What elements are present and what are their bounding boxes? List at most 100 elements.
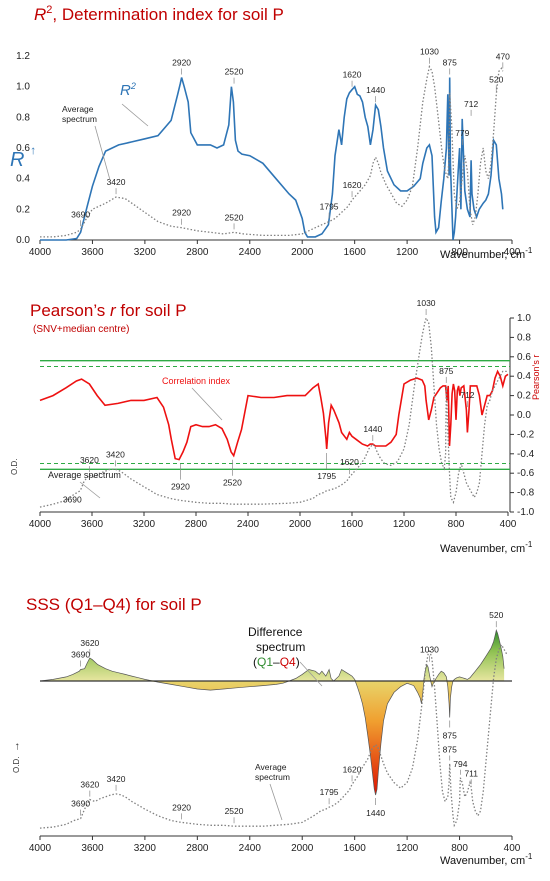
panel-pearson-axes: 4000 3600 3200 2800 2400 2000 1600 1200 800 400 1.… bbox=[29, 313, 535, 530]
panel-pearson-title: Pearson’s r for soil P bbox=[30, 301, 187, 320]
panel-pearson-ylabel-right: Pearson’s r bbox=[531, 355, 541, 400]
x-tick-label: 3600 bbox=[81, 519, 104, 530]
peak-label: 3690 bbox=[63, 495, 82, 505]
diff-label-leader bbox=[299, 661, 323, 687]
peak-label: 875 bbox=[443, 745, 457, 755]
x-tick-label: 800 bbox=[448, 519, 465, 530]
x-tick-label: 3200 bbox=[134, 843, 157, 854]
panel-sss-annotations: 3690 3620 1030 520 1440 875 3690 3620 3420 2920 25… bbox=[71, 610, 504, 824]
series-avg bbox=[39, 316, 508, 508]
x-tick-label: 400 bbox=[500, 519, 517, 530]
y-tick-label: 0.6 bbox=[16, 143, 30, 154]
peak-label: 2520 bbox=[225, 67, 244, 77]
peak-label: 2520 bbox=[225, 212, 244, 222]
y-tick-label: -0.4 bbox=[517, 449, 535, 460]
y-tick-label: 0.0 bbox=[517, 410, 531, 421]
x-tick-label: 400 bbox=[504, 843, 521, 854]
peak-label: 3620 bbox=[80, 455, 99, 465]
panel-pearson-series bbox=[39, 316, 509, 508]
diff-label-line3: (Q1–Q4) bbox=[253, 655, 300, 669]
sss-avg-label-line2: spectrum bbox=[255, 772, 290, 782]
diff-label-line2: spectrum bbox=[256, 640, 305, 654]
x-tick-label: 800 bbox=[451, 247, 468, 258]
series-diff bbox=[39, 629, 505, 796]
correlation-index-leader bbox=[191, 387, 223, 421]
avg-label-leader bbox=[94, 125, 111, 181]
panel-sss-title: SSS (Q1–Q4) for soil P bbox=[26, 595, 202, 614]
peak-label: 3420 bbox=[107, 774, 126, 784]
peak-label: 3690 bbox=[71, 209, 90, 219]
series-r bbox=[39, 369, 509, 461]
peak-label: 2920 bbox=[172, 802, 191, 812]
x-tick-label: 4000 bbox=[29, 519, 52, 530]
peak-label: 3420 bbox=[106, 449, 125, 459]
avg-label-line1: Average bbox=[62, 104, 94, 114]
peak-label: 2920 bbox=[172, 208, 191, 218]
x-tick-label: 4000 bbox=[29, 843, 52, 854]
y-tick-label: 0.8 bbox=[16, 112, 30, 123]
series-avg bbox=[40, 64, 504, 238]
peak-label: 2520 bbox=[225, 806, 244, 816]
y-tick-label: 1.0 bbox=[16, 82, 30, 93]
peak-label: 3690 bbox=[71, 650, 90, 660]
avg-label-line2: spectrum bbox=[62, 114, 97, 124]
peak-label: 1030 bbox=[420, 645, 439, 655]
x-tick-label: 1600 bbox=[341, 519, 364, 530]
peak-label: 1440 bbox=[366, 85, 385, 95]
y-tick-label: 0.4 bbox=[517, 371, 531, 382]
peak-label: 520 bbox=[489, 610, 503, 620]
x-tick-label: 2800 bbox=[186, 843, 209, 854]
y-tick-label: 0.0 bbox=[16, 235, 30, 246]
peak-label: 1030 bbox=[417, 298, 436, 308]
y-tick-label: -1.0 bbox=[517, 507, 535, 518]
panel-sss: SSS (Q1–Q4) for soil P O.D. → 4000 3600 32… bbox=[10, 595, 533, 867]
x-tick-label: 1600 bbox=[344, 843, 367, 854]
x-tick-label: 1200 bbox=[393, 519, 416, 530]
y-tick-label: 0.2 bbox=[517, 391, 531, 402]
series-r2 bbox=[40, 77, 504, 241]
panel-r2-axes: 4000 3600 3200 2800 2400 2000 1600 1200 800 400 0.… bbox=[16, 51, 521, 258]
panel-pearson-ylabel-left: O.D. bbox=[10, 459, 19, 475]
peak-label: 712 bbox=[460, 390, 474, 400]
peak-label: 3620 bbox=[80, 638, 99, 648]
panel-r2-ylabel: R bbox=[10, 149, 24, 171]
x-tick-label: 2800 bbox=[185, 519, 208, 530]
x-tick-label: 3600 bbox=[81, 247, 104, 258]
correlation-index-label: Correlation index bbox=[162, 376, 231, 386]
peak-label: 1795 bbox=[320, 202, 339, 212]
y-tick-label: 1.0 bbox=[517, 313, 531, 324]
series-avg bbox=[39, 643, 508, 829]
x-tick-label: 2400 bbox=[237, 519, 260, 530]
panel-sss-ylabel: O.D. bbox=[12, 757, 21, 773]
peak-label: 2920 bbox=[172, 57, 191, 67]
panel-sss-series bbox=[39, 629, 512, 829]
diff-label-line1: Difference bbox=[248, 625, 303, 639]
panel-r2-title: R2, Determination index for soil P bbox=[34, 4, 284, 24]
y-tick-label: -0.6 bbox=[517, 468, 535, 479]
y-tick-label: -0.2 bbox=[517, 429, 535, 440]
peak-label: 1795 bbox=[317, 471, 336, 481]
pearson-avg-leader bbox=[79, 481, 101, 499]
panel-r2-ylabel-arrow: → bbox=[24, 145, 38, 157]
x-tick-label: 800 bbox=[451, 843, 468, 854]
y-tick-label: 1.2 bbox=[16, 51, 30, 62]
x-tick-label: 3200 bbox=[134, 247, 157, 258]
x-tick-label: 2400 bbox=[239, 247, 262, 258]
peak-label: 3420 bbox=[107, 177, 126, 187]
x-tick-label: 400 bbox=[504, 247, 521, 258]
peak-label: 3690 bbox=[71, 799, 90, 809]
x-tick-label: 4000 bbox=[29, 247, 52, 258]
peak-label: 470 bbox=[496, 51, 510, 61]
x-tick-label: 1600 bbox=[344, 247, 367, 258]
y-tick-label: 0.2 bbox=[16, 204, 30, 215]
peak-label: 2520 bbox=[223, 478, 242, 488]
panel-pearson-annotations: 1030 875 712 1440 1620 1795 2920 2520 3620 3420 36… bbox=[63, 298, 475, 505]
panel-sss-axes: 4000 3600 3200 2800 2400 2000 1600 1200 800 400 bbox=[29, 835, 521, 854]
x-tick-label: 1200 bbox=[396, 247, 419, 258]
peak-label: 1620 bbox=[343, 180, 362, 190]
peak-label: 3620 bbox=[80, 780, 99, 790]
peak-label: 1620 bbox=[343, 764, 362, 774]
panel-sss-ylabel-arrow: → bbox=[10, 741, 22, 752]
y-tick-label: 0.8 bbox=[517, 332, 531, 343]
